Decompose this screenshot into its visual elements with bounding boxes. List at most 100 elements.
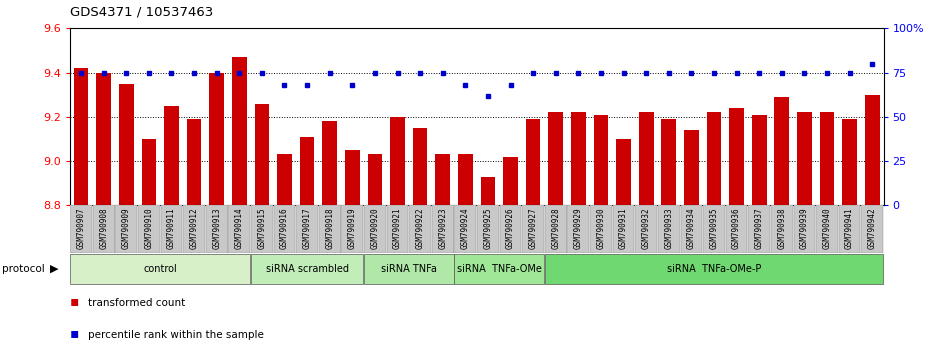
Text: ▪: ▪	[70, 294, 79, 308]
Bar	[477, 205, 498, 253]
Bar	[319, 205, 340, 253]
Bar	[161, 205, 182, 253]
Bar	[273, 205, 296, 253]
Text: GSM790928: GSM790928	[551, 208, 560, 249]
Text: GSM790938: GSM790938	[777, 208, 786, 249]
Bar	[277, 154, 292, 205]
Bar	[775, 97, 790, 205]
Bar	[865, 95, 880, 205]
Bar	[251, 254, 363, 284]
Text: GSM790912: GSM790912	[190, 208, 199, 249]
Bar	[503, 156, 518, 205]
Text: siRNA  TNFa-OMe: siRNA TNFa-OMe	[457, 264, 541, 274]
Bar	[591, 205, 612, 253]
Text: protocol: protocol	[2, 264, 45, 274]
Text: GDS4371 / 10537463: GDS4371 / 10537463	[70, 5, 213, 18]
Text: GSM790941: GSM790941	[845, 208, 854, 249]
Text: GSM790935: GSM790935	[710, 208, 719, 249]
Bar	[797, 112, 812, 205]
Text: GSM790911: GSM790911	[167, 208, 176, 249]
Bar	[545, 254, 884, 284]
Bar	[138, 205, 160, 253]
Text: GSM790925: GSM790925	[484, 208, 492, 249]
Bar	[409, 205, 431, 253]
Bar	[525, 119, 540, 205]
Bar	[684, 130, 698, 205]
Text: ▶: ▶	[50, 264, 59, 274]
Bar	[432, 205, 454, 253]
Text: siRNA TNFa: siRNA TNFa	[381, 264, 437, 274]
Bar	[232, 57, 246, 205]
Bar	[97, 73, 111, 205]
Bar	[707, 112, 722, 205]
Text: GSM790933: GSM790933	[664, 208, 673, 249]
Text: GSM790913: GSM790913	[212, 208, 221, 249]
Bar	[187, 119, 202, 205]
Bar	[499, 205, 522, 253]
Bar	[481, 177, 496, 205]
Bar	[183, 205, 205, 253]
Bar	[749, 205, 770, 253]
Bar	[70, 254, 250, 284]
Text: GSM790918: GSM790918	[326, 208, 334, 249]
Bar	[119, 84, 134, 205]
Text: GSM790917: GSM790917	[302, 208, 312, 249]
Bar	[115, 205, 137, 253]
Bar	[703, 205, 724, 253]
Text: GSM790940: GSM790940	[822, 208, 831, 249]
Text: GSM790934: GSM790934	[687, 208, 696, 249]
Bar	[73, 68, 88, 205]
Bar	[391, 117, 405, 205]
Bar	[455, 205, 476, 253]
Bar	[571, 112, 586, 205]
Text: GSM790914: GSM790914	[234, 208, 244, 249]
Bar	[387, 205, 408, 253]
Text: GSM790907: GSM790907	[76, 208, 86, 249]
Bar	[819, 112, 834, 205]
Bar	[613, 205, 634, 253]
Bar	[206, 205, 228, 253]
Text: GSM790930: GSM790930	[596, 208, 605, 249]
Bar	[435, 154, 450, 205]
Bar	[567, 205, 590, 253]
Bar	[861, 205, 884, 253]
Text: GSM790929: GSM790929	[574, 208, 583, 249]
Bar	[209, 73, 224, 205]
Bar	[93, 205, 114, 253]
Bar	[141, 139, 156, 205]
Bar	[70, 205, 92, 253]
Bar	[255, 103, 269, 205]
Bar	[164, 106, 179, 205]
Bar	[251, 205, 272, 253]
Bar	[751, 115, 766, 205]
Bar	[323, 121, 337, 205]
Text: percentile rank within the sample: percentile rank within the sample	[88, 330, 264, 339]
Bar	[549, 112, 563, 205]
Text: GSM790924: GSM790924	[461, 208, 470, 249]
Text: GSM790932: GSM790932	[642, 208, 651, 249]
Bar	[413, 128, 428, 205]
Text: GSM790919: GSM790919	[348, 208, 357, 249]
Bar	[793, 205, 816, 253]
Text: siRNA scrambled: siRNA scrambled	[266, 264, 349, 274]
Text: GSM790921: GSM790921	[393, 208, 402, 249]
Text: GSM790939: GSM790939	[800, 208, 809, 249]
Text: GSM790931: GSM790931	[619, 208, 628, 249]
Bar	[729, 108, 744, 205]
Text: GSM790926: GSM790926	[506, 208, 515, 249]
Text: GSM790937: GSM790937	[754, 208, 764, 249]
Bar	[523, 205, 544, 253]
Bar	[617, 139, 631, 205]
Text: GSM790936: GSM790936	[732, 208, 741, 249]
Bar	[681, 205, 702, 253]
Bar	[345, 150, 360, 205]
Text: transformed count: transformed count	[88, 298, 186, 308]
Bar	[229, 205, 250, 253]
Bar	[455, 254, 544, 284]
Bar	[364, 205, 386, 253]
Bar	[341, 205, 363, 253]
Bar	[839, 205, 860, 253]
Bar	[593, 115, 608, 205]
Bar	[661, 119, 676, 205]
Text: GSM790910: GSM790910	[144, 208, 153, 249]
